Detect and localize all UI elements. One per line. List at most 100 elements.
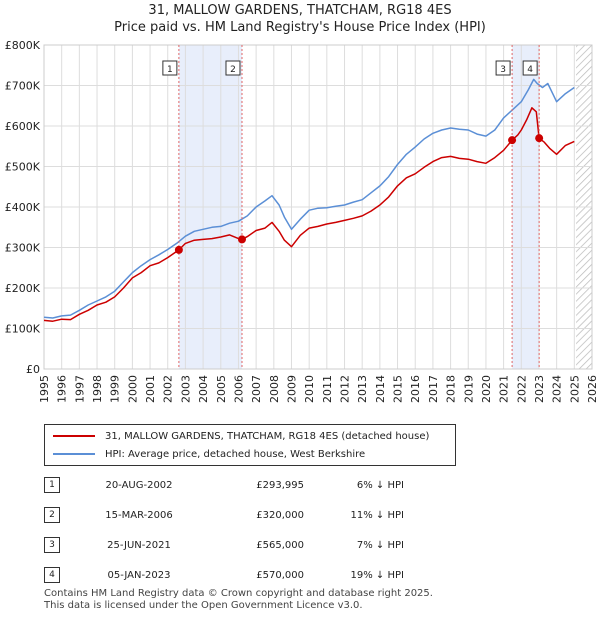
sale-marker-box-3 [495, 60, 511, 76]
x-tick-label: 1997 [73, 375, 86, 403]
x-tick-label: 2021 [498, 375, 511, 403]
transaction-date: 05-JAN-2023 [84, 560, 194, 590]
sale-point-1 [174, 245, 183, 254]
x-tick-label: 2024 [551, 375, 564, 403]
x-tick-label: 1996 [56, 375, 69, 403]
y-tick-label: £100K [5, 323, 41, 336]
x-tick-label: 2003 [179, 375, 192, 403]
transaction-num: 1 [44, 470, 84, 500]
footer-licence: This data is licensed under the Open Gov… [44, 600, 363, 611]
transaction-date-value: 05-JAN-2023 [107, 569, 171, 581]
x-tick-label: 2023 [533, 375, 546, 403]
transaction-hpi: 6% ↓ HPI [304, 470, 404, 500]
y-tick-label: £500K [5, 161, 41, 174]
legend-item-property: 31, MALLOW GARDENS, THATCHAM, RG18 4ES (… [53, 428, 429, 444]
x-tick-label: 2005 [215, 375, 228, 403]
legend: 31, MALLOW GARDENS, THATCHAM, RG18 4ES (… [44, 424, 456, 466]
transaction-date-value: 25-JUN-2021 [107, 539, 171, 551]
transaction-row: 2 15-MAR-2006 £320,000 11% ↓ HPI [44, 500, 404, 530]
legend-label-hpi: HPI: Average price, detached house, West… [105, 448, 366, 460]
transaction-date-value: 20-AUG-2002 [105, 479, 173, 491]
transaction-price-value: £320,000 [256, 509, 304, 521]
y-tick-label: £800K [5, 39, 41, 52]
transaction-date: 15-MAR-2006 [84, 500, 194, 530]
x-tick-label: 2007 [250, 375, 263, 403]
x-tick-label: 2025 [568, 375, 581, 403]
transaction-date: 25-JUN-2021 [84, 530, 194, 560]
transaction-hpi: 7% ↓ HPI [304, 530, 404, 560]
chart-title: 31, MALLOW GARDENS, THATCHAM, RG18 4ES [148, 3, 452, 18]
sale-marker-box-1 [162, 60, 178, 76]
transaction-num-value: 3 [44, 537, 60, 553]
x-tick-label: 1998 [91, 375, 104, 403]
y-tick-label: £600K [5, 120, 41, 133]
plot-area [43, 44, 593, 370]
x-tick-label: 2020 [480, 375, 493, 403]
y-tick-label: £0 [26, 363, 40, 376]
legend-line-property [53, 435, 95, 437]
x-tick-label: 2004 [197, 375, 210, 403]
sale-point-3 [508, 136, 517, 145]
transaction-num: 3 [44, 530, 84, 560]
transaction-row: 4 05-JAN-2023 £570,000 19% ↓ HPI [44, 560, 404, 590]
x-tick-label: 2012 [339, 375, 352, 403]
y-tick-label: £200K [5, 282, 41, 295]
transaction-hpi-value: 11% ↓ HPI [350, 509, 404, 521]
x-tick-label: 2017 [427, 375, 440, 403]
sale-point-2 [237, 235, 246, 244]
x-tick-label: 2026 [586, 375, 599, 403]
y-tick-label: £300K [5, 242, 41, 255]
x-tick-label: 2011 [321, 375, 334, 403]
transaction-hpi-value: 19% ↓ HPI [350, 569, 404, 581]
transaction-hpi-value: 7% ↓ HPI [356, 539, 404, 551]
transaction-num-value: 2 [44, 507, 60, 523]
x-tick-label: 2006 [232, 375, 245, 403]
transaction-row: 3 25-JUN-2021 £565,000 7% ↓ HPI [44, 530, 404, 560]
series-line-hpi [43, 78, 575, 319]
sale-marker-box-4 [522, 60, 538, 76]
legend-line-hpi [53, 453, 95, 455]
sale-marker-label-2: 2 [230, 65, 236, 75]
transaction-hpi: 11% ↓ HPI [304, 500, 404, 530]
transaction-price: £570,000 [194, 560, 304, 590]
y-tick-label: £400K [5, 201, 41, 214]
sale-marker-box-2 [225, 60, 241, 76]
transaction-price-value: £570,000 [256, 569, 304, 581]
x-tick-label: 2016 [409, 375, 422, 403]
x-tick-label: 2014 [374, 375, 387, 403]
chart-subtitle: Price paid vs. HM Land Registry's House … [114, 20, 486, 35]
transaction-hpi-value: 6% ↓ HPI [356, 479, 404, 491]
footer-copyright: Contains HM Land Registry data © Crown c… [44, 588, 433, 599]
x-tick-label: 2015 [392, 375, 405, 403]
x-tick-label: 2018 [445, 375, 458, 403]
sale-marker-label-3: 3 [500, 65, 506, 75]
transaction-hpi: 19% ↓ HPI [304, 560, 404, 590]
x-tick-label: 2000 [126, 375, 139, 403]
transaction-price-value: £565,000 [256, 539, 304, 551]
transaction-price: £320,000 [194, 500, 304, 530]
x-tick-label: 2009 [285, 375, 298, 403]
transaction-num-value: 1 [44, 477, 60, 493]
sale-marker-label-4: 4 [527, 65, 533, 75]
transactions-table: 1 20-AUG-2002 £293,995 6% ↓ HPI 2 15-MAR-2006… [44, 470, 404, 590]
x-tick-label: 2022 [515, 375, 528, 403]
x-tick-label: 2010 [303, 375, 316, 403]
price-chart: £0 £100K £200K £300K £400K £500K £600K £700K £80… [5, 39, 599, 403]
x-tick-label: 2019 [462, 375, 475, 403]
transaction-num-value: 4 [44, 567, 60, 583]
legend-label-property: 31, MALLOW GARDENS, THATCHAM, RG18 4ES (… [105, 430, 430, 442]
transaction-price-value: £293,995 [256, 479, 304, 491]
x-tick-label: 1999 [109, 375, 122, 403]
legend-item-hpi: HPI: Average price, detached house, West… [53, 446, 365, 462]
transaction-num: 2 [44, 500, 84, 530]
y-tick-label: £700K [5, 80, 41, 93]
transaction-price: £293,995 [194, 470, 304, 500]
x-tick-label: 2002 [162, 375, 175, 403]
transaction-price: £565,000 [194, 530, 304, 560]
x-tick-label: 2013 [356, 375, 369, 403]
sale-marker-label-1: 1 [167, 65, 173, 75]
transaction-row: 1 20-AUG-2002 £293,995 6% ↓ HPI [44, 470, 404, 500]
transaction-num: 4 [44, 560, 84, 590]
sale-point-4 [535, 134, 544, 143]
x-tick-label: 2008 [268, 375, 281, 403]
